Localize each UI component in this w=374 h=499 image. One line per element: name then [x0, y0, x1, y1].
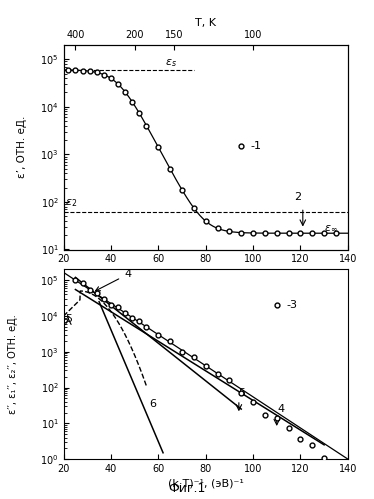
- Text: 4: 4: [96, 269, 131, 291]
- Text: $\varepsilon_s$: $\varepsilon_s$: [165, 57, 177, 69]
- Text: $\varepsilon_\infty$: $\varepsilon_\infty$: [324, 223, 338, 233]
- Y-axis label: ε’, ОТН. еД.: ε’, ОТН. еД.: [16, 116, 27, 179]
- Text: $\varepsilon_2$: $\varepsilon_2$: [65, 197, 77, 209]
- Text: 2: 2: [294, 192, 302, 202]
- Text: -1: -1: [251, 141, 262, 151]
- Y-axis label: ε′′, ε₁′′, ε₂′′, ОТН. еД.: ε′′, ε₁′′, ε₂′′, ОТН. еД.: [8, 314, 18, 414]
- Text: 4: 4: [278, 404, 285, 414]
- Text: Фиг.1: Фиг.1: [168, 482, 206, 495]
- Text: 5: 5: [238, 388, 245, 398]
- Text: 5: 5: [65, 314, 72, 324]
- Text: -3: -3: [286, 300, 297, 310]
- Text: 6: 6: [149, 399, 156, 409]
- X-axis label: (k·T)⁻¹, (эB)⁻¹: (k·T)⁻¹, (эB)⁻¹: [168, 478, 243, 488]
- X-axis label: T, K: T, K: [195, 18, 216, 28]
